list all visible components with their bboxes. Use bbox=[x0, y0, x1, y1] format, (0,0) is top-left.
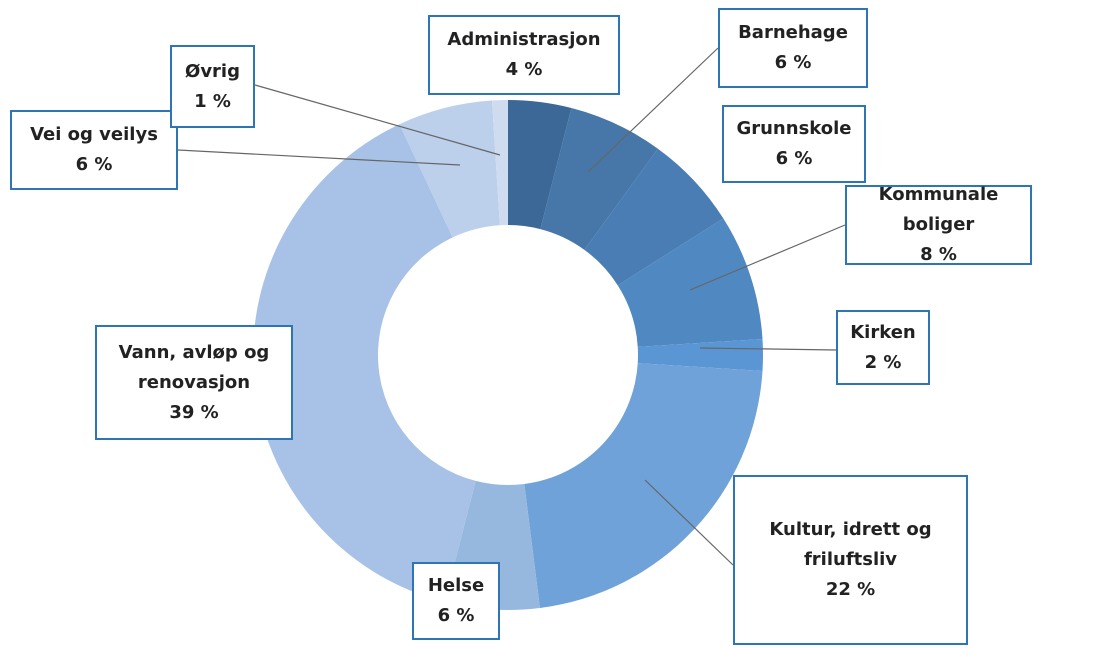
leader-line bbox=[699, 347, 837, 351]
value-label: 39 % bbox=[169, 401, 219, 423]
leader-line bbox=[587, 47, 719, 173]
category-label: Kirken bbox=[850, 321, 916, 343]
data-label: Helse 6 % bbox=[412, 562, 500, 640]
donut-slice bbox=[617, 218, 763, 347]
data-label: Kirken 2 % bbox=[836, 310, 930, 385]
donut-slice bbox=[584, 148, 724, 286]
donut-slice bbox=[524, 363, 763, 608]
value-label: 6 % bbox=[75, 154, 113, 175]
value-label: 1 % bbox=[194, 90, 231, 112]
donut-slice bbox=[252, 124, 476, 602]
category-label: Administrasjon bbox=[447, 29, 601, 50]
value-label: 6 % bbox=[437, 605, 475, 626]
category-label: Kultur, idrett og friluftsliv bbox=[769, 519, 932, 570]
category-label: Helse bbox=[427, 575, 485, 596]
data-label: Vann, avløp og renovasjon 39 % bbox=[95, 325, 293, 440]
category-label: Øvrig bbox=[185, 60, 240, 82]
data-label: Grunnskole 6 % bbox=[722, 105, 866, 183]
value-label: 6 % bbox=[774, 52, 812, 73]
value-label: 2 % bbox=[864, 351, 902, 373]
category-label: Vei og veilys bbox=[30, 124, 158, 145]
data-label: Kommunale boliger 8 % bbox=[845, 184, 1032, 265]
donut-slice bbox=[637, 338, 763, 372]
value-label: 4 % bbox=[505, 59, 543, 80]
category-label: Grunnskole bbox=[736, 118, 852, 139]
donut-slice bbox=[491, 100, 508, 226]
value-label: 6 % bbox=[775, 148, 813, 169]
category-label: Kommunale boliger bbox=[878, 184, 999, 235]
donut-slice bbox=[399, 100, 500, 238]
category-label: Vann, avløp og renovasjon bbox=[118, 341, 270, 393]
leader-line bbox=[644, 479, 734, 566]
donut-slice bbox=[540, 108, 658, 250]
category-label: Barnehage bbox=[738, 22, 848, 43]
leader-line bbox=[689, 224, 846, 291]
donut-slice bbox=[508, 100, 572, 230]
value-label: 22 % bbox=[825, 579, 876, 600]
data-label: Øvrig 1 % bbox=[170, 45, 255, 128]
data-label: Kultur, idrett og friluftsliv 22 % bbox=[733, 475, 968, 645]
data-label: Vei og veilys 6 % bbox=[10, 110, 178, 190]
data-label: Barnehage 6 % bbox=[718, 8, 868, 88]
leader-line bbox=[177, 149, 461, 166]
value-label: 8 % bbox=[920, 244, 957, 265]
data-label: Administrasjon 4 % bbox=[428, 15, 620, 95]
leader-line bbox=[254, 84, 501, 156]
